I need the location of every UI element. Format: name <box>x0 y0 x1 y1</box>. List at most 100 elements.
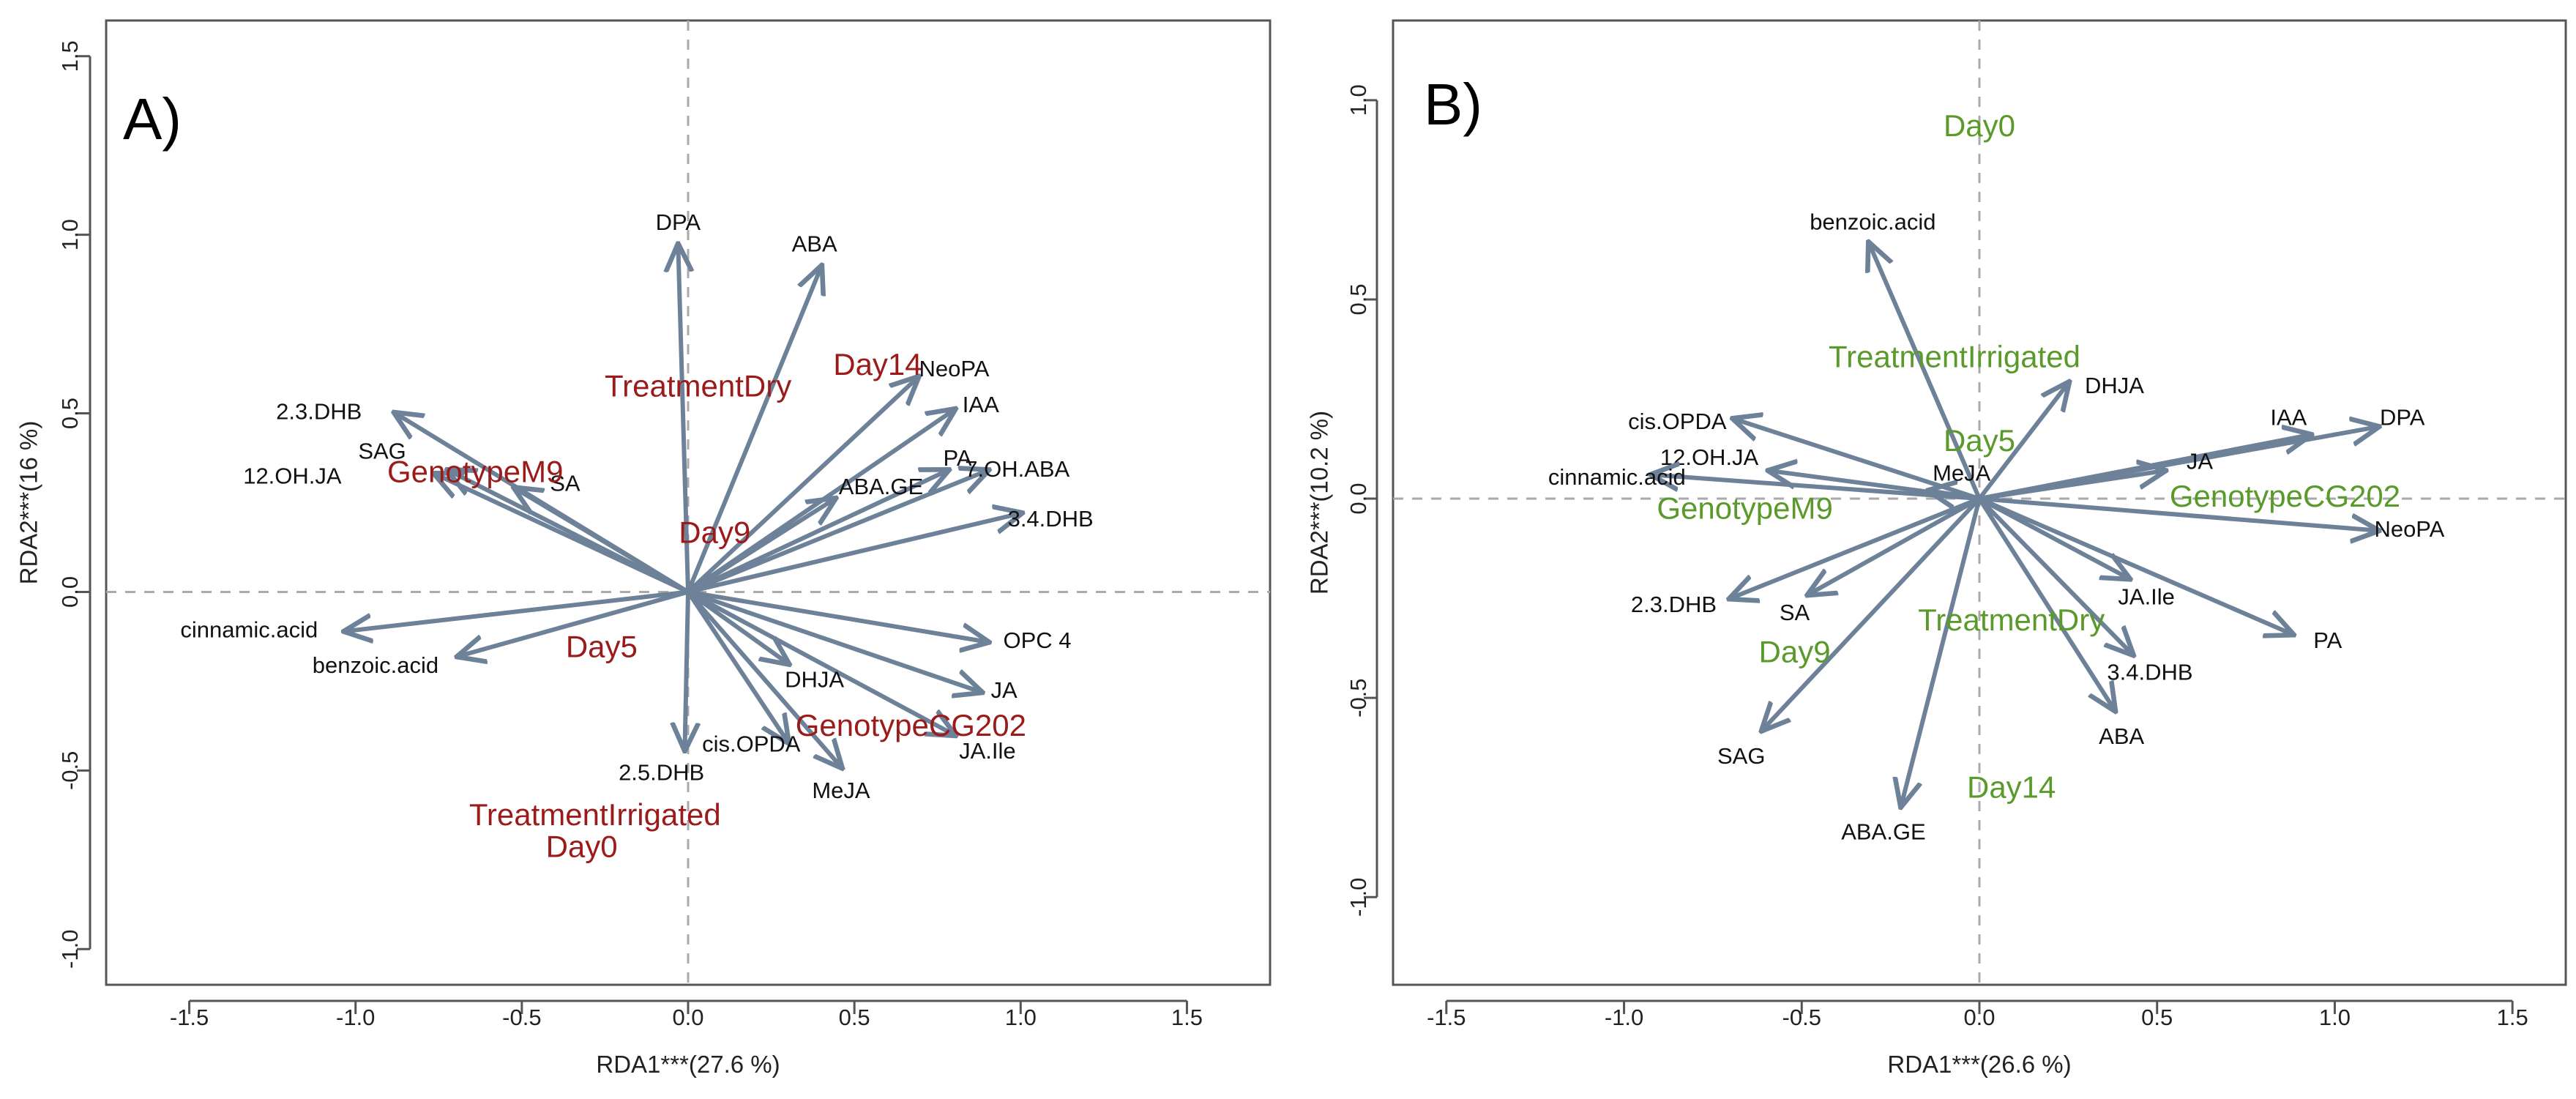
y-tick-label: -0.5 <box>57 751 83 790</box>
y-tick-label: 1.0 <box>57 219 83 250</box>
variable-label: ABA.GE <box>839 474 923 499</box>
variable-label: 2.5.DHB <box>619 759 704 785</box>
y-axis-title: RDA2***(16 %) <box>15 421 42 585</box>
variable-label: JA <box>2187 448 2214 474</box>
variable-label: JA.Ile <box>959 738 1016 764</box>
factor-label: Day9 <box>679 515 750 549</box>
y-tick-label: 1.0 <box>1345 84 1371 116</box>
variable-label: benzoic.acid <box>313 652 438 678</box>
factor-label: TreatmentDry <box>605 369 791 403</box>
variable-label: 7.OH.ABA <box>965 456 1069 482</box>
loading-arrow <box>684 592 688 749</box>
variable-label: 12.OH.JA <box>243 463 342 489</box>
x-axis-title: RDA1***(27.6 %) <box>596 1051 780 1078</box>
variable-label: PA <box>2313 627 2342 653</box>
x-tick-label: 0.0 <box>1963 1005 1995 1030</box>
loading-arrow <box>1977 497 2114 709</box>
factor-label: GenotypeM9 <box>387 455 563 489</box>
loading-arrow <box>1809 496 1981 595</box>
variable-label: DHJA <box>785 667 844 693</box>
variable-label: MeJA <box>812 778 870 803</box>
loading-arrow <box>678 245 688 592</box>
y-tick-label: 0.5 <box>57 398 83 429</box>
loading-arrow <box>436 474 690 595</box>
y-tick-label: 0.0 <box>1345 483 1371 515</box>
loading-arrow <box>1979 496 2378 531</box>
variable-label: DPA <box>2380 404 2425 430</box>
loading-arrow <box>687 513 1020 595</box>
panel-b: -1.5 -1.0 -0.5 0.0 0.5 1.0 1.5 -1.0 -0.5 0.0 0.5 1.… <box>1306 19 2567 1078</box>
factor-label: TreatmentIrrigated <box>1829 340 2080 374</box>
x-tick-label: 1.5 <box>2497 1005 2528 1030</box>
loading-arrow <box>1977 383 2068 500</box>
y-tick-label: -1.0 <box>57 930 83 969</box>
x-tick-label: 1.0 <box>1005 1005 1037 1030</box>
loading-arrow <box>1979 471 2164 502</box>
factor-label: GenotypeM9 <box>1657 491 1832 525</box>
variable-label: JA <box>990 677 1018 703</box>
loading-arrow <box>687 589 988 641</box>
loading-arrow <box>1930 491 1980 499</box>
variable-label: 3.4.DHB <box>1008 506 1094 532</box>
variable-label: SAG <box>1717 743 1765 769</box>
variable-label: IAA <box>963 392 999 417</box>
loading-arrow <box>686 267 821 593</box>
x-tick-label: -1.5 <box>170 1005 209 1030</box>
variable-label: ABA.GE <box>1841 819 1925 844</box>
variable-label: ABA <box>792 231 837 256</box>
x-tick-label: -1.5 <box>1427 1005 1466 1030</box>
factor-label: Day14 <box>833 347 922 381</box>
loading-arrow <box>1978 496 2292 634</box>
variable-label: cis.OPDA <box>702 731 801 756</box>
loading-arrow <box>1763 497 1982 730</box>
variable-label: SA <box>550 470 580 496</box>
x-tick-label: -0.5 <box>1782 1005 1821 1030</box>
y-tick-label: 1.5 <box>57 40 83 72</box>
loading-arrow <box>515 488 690 595</box>
factor-label: Day14 <box>1967 770 2056 804</box>
y-axis-title: RDA2***(10.2 %) <box>1306 411 1333 595</box>
variable-label: cis.OPDA <box>1628 409 1727 434</box>
variable-label: benzoic.acid <box>1810 209 1935 235</box>
variable-label: IAA <box>2270 404 2307 430</box>
loading-arrow <box>1978 496 2129 578</box>
y-tick-label: -1.0 <box>1345 878 1371 917</box>
factor-label: TreatmentIrrigated <box>469 797 721 832</box>
panel-label: A) <box>123 86 182 152</box>
x-tick-label: 1.5 <box>1171 1005 1203 1030</box>
x-tick-label: 0.0 <box>672 1005 703 1030</box>
variable-label: SAG <box>358 438 406 463</box>
y-tick-label: 0.5 <box>1345 283 1371 315</box>
loading-arrow <box>687 589 981 692</box>
factor-label: Day0 <box>1944 108 2015 143</box>
loading-arrow <box>1977 496 2132 654</box>
loading-arrow <box>459 589 689 656</box>
x-tick-label: 1.0 <box>2319 1005 2351 1030</box>
variable-label: cinnamic.acid <box>180 616 318 642</box>
variable-label: 3.4.DHB <box>2107 660 2192 685</box>
variable-label: JA.Ile <box>2118 584 2175 609</box>
x-tick-label: -1.0 <box>336 1005 375 1030</box>
x-tick-label: -0.5 <box>502 1005 541 1030</box>
loading-arrow <box>686 590 841 767</box>
variable-label: DHJA <box>2085 373 2144 398</box>
loading-arrow <box>1901 498 1982 805</box>
factor-label: Day5 <box>1944 423 2015 458</box>
variable-label: 2.3.DHB <box>276 399 362 425</box>
variable-label: OPC 4 <box>1003 627 1071 653</box>
loading-arrow <box>686 378 917 594</box>
variable-label: ABA <box>2099 723 2144 749</box>
loading-arrow <box>346 589 689 631</box>
variable-label: 2.3.DHB <box>1631 592 1717 617</box>
y-tick-label: -0.5 <box>1345 678 1371 717</box>
variable-label: MeJA <box>1933 461 1991 486</box>
variable-label: DPA <box>656 209 701 235</box>
x-axis-title: RDA1***(26.6 %) <box>1887 1051 2071 1078</box>
loading-arrow <box>687 499 835 594</box>
loading-arrow <box>687 471 988 595</box>
factor-label: TreatmentDry <box>1918 603 2105 637</box>
panel-label: B) <box>1424 72 1482 137</box>
factor-label: GenotypeCG202 <box>796 708 1026 742</box>
variable-label: NeoPA <box>919 356 989 381</box>
